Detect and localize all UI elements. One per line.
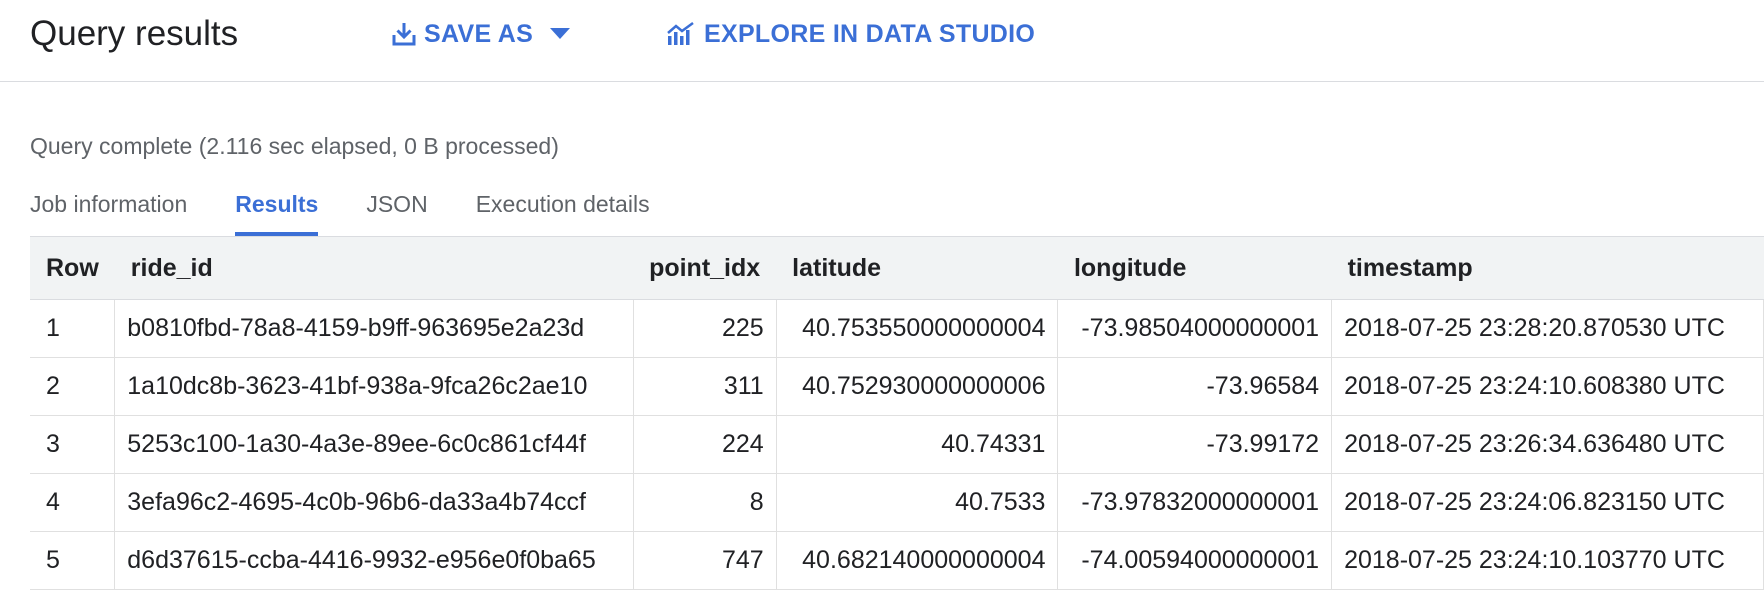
row-number-cell: 2 [30,357,116,416]
timestamp-cell: 2018-07-25 23:24:06.823150 UTC [1331,473,1764,532]
point-idx-cell: 225 [633,299,777,358]
table-row: 1 b0810fbd-78a8-4159-b9ff-963695e2a23d 2… [30,299,1764,358]
ride-id-cell: 1a10dc8b-3623-41bf-938a-9fca26c2ae10 [114,357,634,416]
point-idx-cell: 224 [633,415,777,474]
longitude-cell: -74.00594000000001 [1057,531,1333,590]
tab-json[interactable]: JSON [366,191,428,217]
table-row: 4 3efa96c2-4695-4c0b-96b6-da33a4b74ccf 8… [30,473,1764,532]
latitude-cell: 40.682140000000004 [776,531,1059,590]
results-tabs: Job information Results JSON Execution d… [30,188,698,236]
point-idx-cell: 747 [633,531,777,590]
table-row: 5 d6d37615-ccba-4416-9932-e956e0f0ba65 7… [30,531,1764,590]
row-number-cell: 5 [30,531,116,590]
chevron-down-icon [549,27,571,41]
latitude-cell: 40.753550000000004 [776,299,1059,358]
chart-icon [666,21,696,47]
row-number-cell: 3 [30,415,116,474]
point-idx-cell: 8 [633,473,777,532]
explore-label: EXPLORE IN DATA STUDIO [704,19,1036,48]
column-header-point-idx[interactable]: point_idx [633,236,777,300]
ride-id-cell: b0810fbd-78a8-4159-b9ff-963695e2a23d [114,299,634,358]
tab-job-information[interactable]: Job information [30,191,188,217]
table-header-row: Row ride_id point_idx latitude longitude… [30,236,1764,300]
longitude-cell: -73.97832000000001 [1057,473,1333,532]
tab-execution-details[interactable]: Execution details [475,191,650,217]
page-title: Query results [30,14,239,53]
timestamp-cell: 2018-07-25 23:26:34.636480 UTC [1331,415,1764,474]
column-header-latitude[interactable]: latitude [776,236,1058,300]
results-toolbar: Query results SAVE AS EXPLOR [0,0,1764,82]
column-header-ride-id[interactable]: ride_id [114,236,634,300]
longitude-cell: -73.96584 [1057,357,1333,416]
timestamp-cell: 2018-07-25 23:28:20.870530 UTC [1331,299,1764,358]
ride-id-cell: 3efa96c2-4695-4c0b-96b6-da33a4b74ccf [114,473,634,532]
longitude-cell: -73.99172 [1057,415,1333,474]
table-row: 2 1a10dc8b-3623-41bf-938a-9fca26c2ae10 3… [30,357,1764,416]
explore-data-studio-button[interactable]: EXPLORE IN DATA STUDIO [666,14,1035,54]
query-status: Query complete (2.116 sec elapsed, 0 B p… [30,133,559,159]
latitude-cell: 40.752930000000006 [776,357,1059,416]
save-as-label: SAVE AS [424,19,534,48]
save-as-button[interactable]: SAVE AS [392,14,571,54]
longitude-cell: -73.98504000000001 [1057,299,1333,358]
latitude-cell: 40.74331 [776,415,1059,474]
timestamp-cell: 2018-07-25 23:24:10.103770 UTC [1331,531,1764,590]
results-table: Row ride_id point_idx latitude longitude… [30,236,1764,590]
column-header-timestamp[interactable]: timestamp [1331,236,1764,300]
tab-results[interactable]: Results [235,188,319,236]
column-header-row[interactable]: Row [30,236,115,300]
table-row: 3 5253c100-1a30-4a3e-89ee-6c0c861cf44f 2… [30,415,1764,474]
ride-id-cell: 5253c100-1a30-4a3e-89ee-6c0c861cf44f [114,415,634,474]
timestamp-cell: 2018-07-25 23:24:10.608380 UTC [1331,357,1764,416]
point-idx-cell: 311 [633,357,777,416]
column-header-longitude[interactable]: longitude [1057,236,1332,300]
row-number-cell: 4 [30,473,116,532]
latitude-cell: 40.7533 [776,473,1059,532]
download-icon [392,21,416,47]
row-number-cell: 1 [30,299,116,358]
ride-id-cell: d6d37615-ccba-4416-9932-e956e0f0ba65 [114,531,634,590]
